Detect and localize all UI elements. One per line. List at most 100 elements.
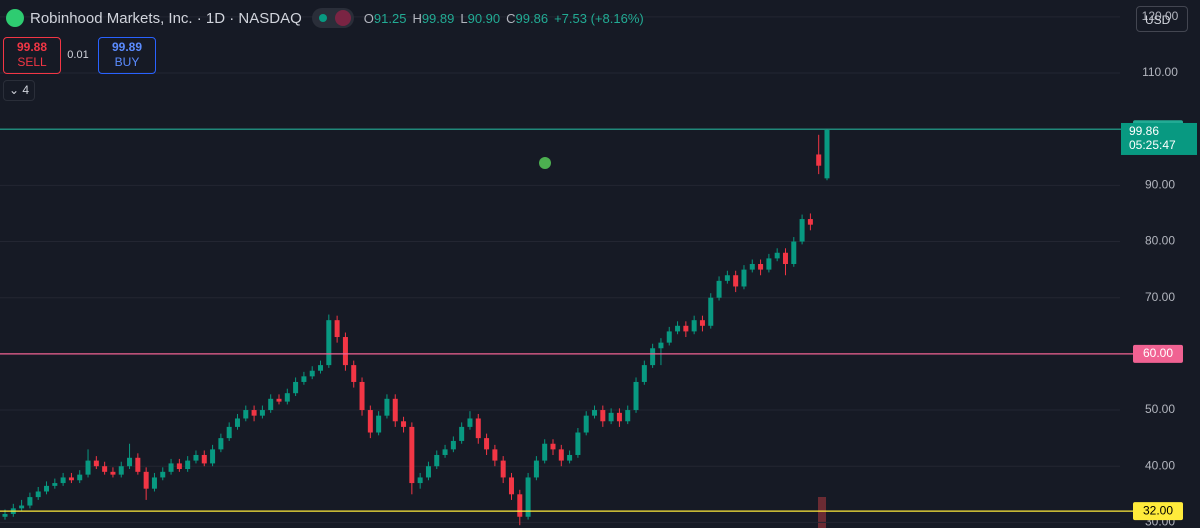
candle-body — [608, 412, 614, 422]
ohlc-key: O — [363, 10, 374, 26]
y-tick-label: 90.00 — [1145, 178, 1175, 192]
candle-body — [342, 337, 348, 366]
candle-body — [475, 418, 481, 439]
candle-body — [259, 410, 265, 416]
spread: 0.01 — [67, 49, 89, 61]
candle-body — [492, 449, 498, 461]
candle-body — [102, 466, 108, 472]
candle-body — [807, 219, 813, 225]
candle-body — [210, 449, 216, 464]
currency-button[interactable]: USD — [1136, 6, 1188, 32]
sell-label: SELL — [17, 55, 47, 69]
indicators-count: 4 — [22, 83, 30, 97]
candle-body — [517, 494, 523, 517]
candle-body — [500, 460, 506, 478]
candle-body — [633, 381, 639, 411]
candle-body — [542, 443, 548, 461]
last-price-box — [1121, 122, 1197, 155]
buy-label: BUY — [114, 55, 140, 69]
candle-body — [658, 342, 664, 349]
candle-body — [716, 280, 722, 298]
candle-body — [733, 275, 739, 287]
candle-body — [293, 381, 299, 394]
candle-body — [575, 432, 581, 455]
candle-body — [384, 398, 390, 416]
candle-body — [824, 129, 830, 179]
candle-body — [592, 410, 598, 416]
candle-body — [459, 426, 465, 441]
status-pill[interactable] — [311, 8, 354, 28]
indicators-toggle[interactable]: ⌄ 4 — [3, 80, 35, 101]
candle-body — [699, 320, 705, 326]
logo — [6, 9, 24, 27]
candle-body — [351, 365, 357, 382]
candle-body — [675, 325, 681, 332]
candle-body — [600, 410, 606, 422]
ohlc-key: L — [460, 10, 468, 26]
candle-body — [409, 426, 415, 484]
candle-body — [550, 443, 556, 450]
candle-body — [77, 474, 83, 481]
candle-body — [791, 241, 797, 264]
candle-body — [666, 331, 672, 343]
candle-body — [226, 426, 232, 439]
ohlc-key: H — [412, 10, 422, 26]
candle-body — [127, 457, 133, 467]
ohlc-value: 90.90 — [467, 10, 501, 26]
candle-body — [533, 460, 539, 478]
candle-body — [193, 454, 199, 461]
y-tick-label: 120.00 — [1142, 9, 1179, 23]
alarm-icon[interactable] — [539, 157, 551, 169]
price-level-label: 32.00 — [1143, 503, 1173, 517]
ohlc-value: 91.25 — [373, 10, 407, 26]
candle-body — [52, 483, 58, 486]
candle-body — [766, 258, 772, 270]
price-level-box — [1133, 502, 1183, 521]
buy-button[interactable]: 99.89 BUY — [98, 37, 156, 74]
candle-body — [442, 449, 448, 455]
candle-body — [234, 418, 240, 427]
symbol-header: Robinhood Markets, Inc. · 1D · NASDAQ O9… — [0, 8, 650, 28]
y-tick-label: 70.00 — [1145, 290, 1175, 304]
candle-body — [35, 491, 41, 498]
candle-body — [392, 398, 398, 422]
ohlc-value: 99.89 — [421, 10, 455, 26]
candle-body — [318, 365, 324, 371]
candle-body — [110, 471, 116, 475]
y-tick-label: 80.00 — [1145, 234, 1175, 248]
candle-body — [60, 477, 66, 484]
candle-body — [708, 297, 714, 326]
sell-button[interactable]: 99.88 SELL — [3, 37, 61, 74]
candle-body — [749, 264, 755, 270]
ohlc-value: 99.86 — [515, 10, 549, 26]
candle-body — [467, 418, 473, 427]
candle-body — [641, 365, 647, 382]
candle-body — [168, 463, 174, 472]
candle-body — [367, 410, 373, 433]
candle-body — [185, 460, 191, 470]
candle-body — [558, 449, 564, 461]
candle-body — [135, 457, 141, 472]
candle-body — [143, 471, 149, 489]
candle-body — [683, 325, 689, 332]
y-tick-label: 110.00 — [1142, 65, 1178, 79]
candle-body — [27, 497, 33, 506]
candle-body — [160, 471, 166, 478]
candle-body — [19, 505, 25, 509]
candle-body — [583, 415, 589, 433]
candle-body — [201, 454, 207, 464]
countdown: 05:25:47 — [1129, 138, 1176, 152]
candle-body — [625, 410, 631, 422]
price-level-label: 60.00 — [1143, 346, 1173, 360]
volume-bar — [818, 497, 826, 528]
candle-body — [525, 477, 531, 517]
symbol-title[interactable]: Robinhood Markets, Inc. · 1D · NASDAQ — [30, 9, 302, 27]
candle-body — [741, 269, 747, 287]
candle-body — [44, 485, 50, 492]
candle-body — [567, 454, 573, 461]
candle-body — [799, 219, 805, 242]
chevron: ⌄ — [8, 83, 23, 97]
candle-body — [401, 421, 407, 427]
